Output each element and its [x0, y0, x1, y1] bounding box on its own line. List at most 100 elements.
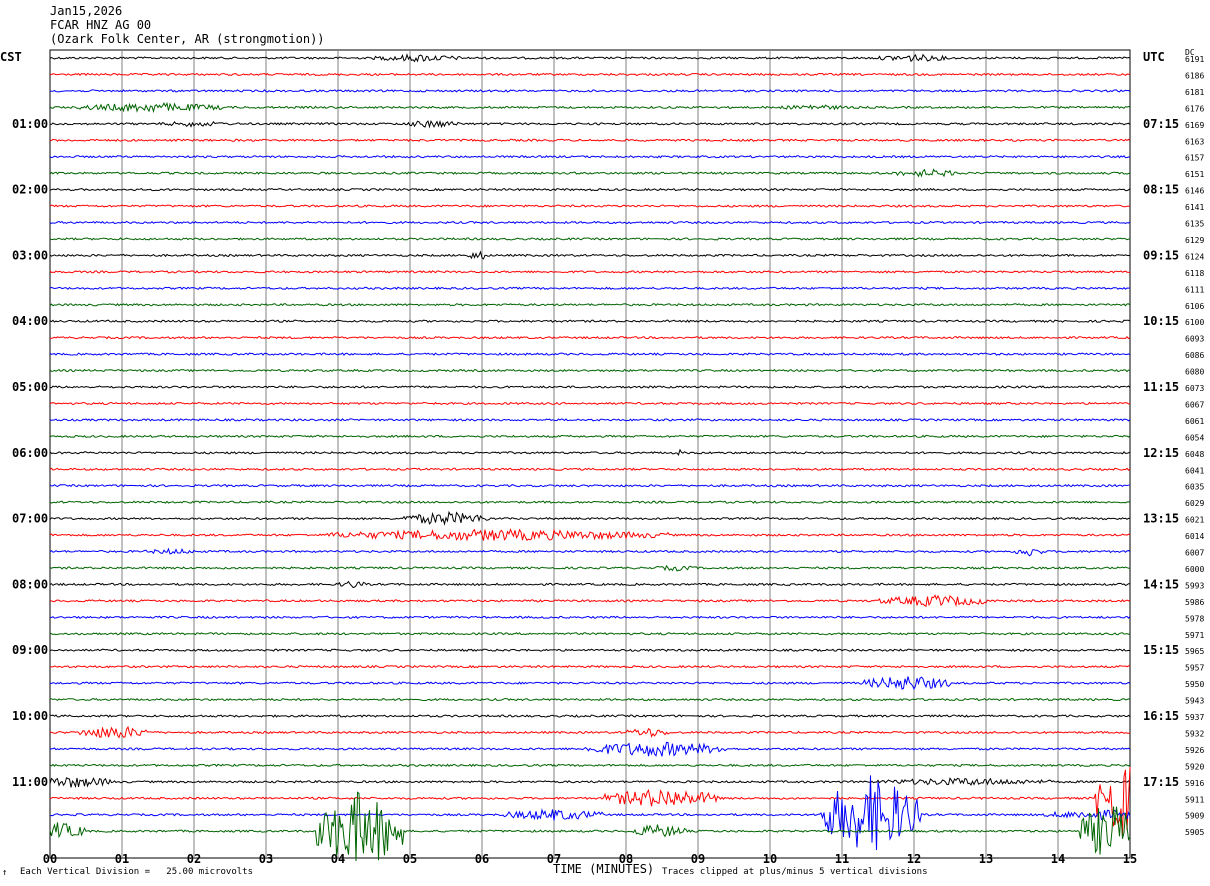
- trace-line: [49, 510, 1131, 526]
- vertical-division-note: Each Vertical Division = 25.00 microvolt…: [20, 867, 253, 877]
- trace-line: [49, 564, 1131, 572]
- dc-value: 6080: [1185, 368, 1204, 377]
- dc-value: 5986: [1185, 598, 1204, 607]
- clip-note: Traces clipped at plus/minus 5 vertical …: [662, 867, 928, 877]
- x-tick-label: 06: [475, 852, 489, 866]
- right-timezone: UTC: [1143, 50, 1165, 64]
- dc-value: 6007: [1185, 549, 1204, 558]
- dc-value: 5965: [1185, 647, 1204, 656]
- dc-value: 6073: [1185, 384, 1204, 393]
- dc-value: 6086: [1185, 351, 1204, 360]
- left-hour-label: 02:00: [12, 183, 48, 197]
- trace-line: [50, 594, 1131, 608]
- dc-value: 5911: [1185, 795, 1204, 804]
- dc-value: 6035: [1185, 483, 1204, 492]
- x-tick-label: 07: [547, 852, 561, 866]
- trace-line: [49, 434, 1131, 439]
- dc-value: 6093: [1185, 335, 1204, 344]
- trace-line: [49, 270, 1131, 274]
- trace-line: [49, 72, 1131, 77]
- x-tick-label: 05: [403, 852, 417, 866]
- dc-value: 6157: [1185, 154, 1204, 163]
- right-hour-label: 10:15: [1143, 314, 1179, 328]
- trace-line: [50, 697, 1131, 702]
- trace-line: [49, 725, 1131, 739]
- dc-value: 5926: [1185, 746, 1204, 755]
- trace-line: [49, 664, 1131, 669]
- left-hour-label: 10:00: [12, 709, 48, 723]
- x-tick-label: 11: [835, 852, 849, 866]
- left-timezone: CST: [0, 50, 22, 64]
- dc-value: 6151: [1185, 170, 1204, 179]
- trace-line: [49, 250, 1131, 260]
- trace-line: [49, 286, 1131, 291]
- trace-line: [49, 500, 1131, 504]
- right-hour-label: 13:15: [1143, 512, 1179, 526]
- right-hour-label: 15:15: [1143, 643, 1179, 657]
- dc-value: 5957: [1185, 664, 1204, 673]
- trace-line: [49, 580, 1131, 588]
- trace-line: [49, 352, 1131, 356]
- x-tick-label: 03: [259, 852, 273, 866]
- x-axis-title: TIME (MINUTES): [553, 862, 655, 876]
- dc-value: 5932: [1185, 729, 1204, 738]
- right-hour-label: 12:15: [1143, 446, 1179, 460]
- location-label: (Ozark Folk Center, AR (strongmotion)): [50, 32, 325, 46]
- dc-value: 5937: [1185, 713, 1204, 722]
- trace-line: [49, 368, 1130, 373]
- trace-line: [49, 547, 1131, 557]
- trace-line: [49, 119, 1131, 129]
- left-hour-label: 05:00: [12, 380, 48, 394]
- trace-line: [49, 448, 1131, 456]
- trace-line: [49, 777, 1131, 789]
- trace-line: [49, 648, 1131, 652]
- trace-line: [49, 791, 1131, 862]
- dc-value: 6041: [1185, 466, 1204, 475]
- station-label: FCAR HNZ AG 00: [50, 18, 152, 32]
- trace-line: [49, 385, 1131, 389]
- dc-value: 5993: [1185, 581, 1204, 590]
- trace-line: [49, 418, 1131, 422]
- trace-line: [49, 187, 1131, 192]
- dc-value: 5920: [1185, 762, 1204, 771]
- trace-line: [49, 303, 1131, 307]
- left-hour-label: 09:00: [12, 643, 48, 657]
- trace-line: [49, 89, 1131, 93]
- dc-value: 6146: [1185, 187, 1204, 196]
- left-hour-label: 06:00: [12, 446, 48, 460]
- dc-value: 6029: [1185, 499, 1204, 508]
- corner-mark: ↑: [2, 868, 8, 878]
- trace-line: [49, 632, 1131, 636]
- x-tick-label: 08: [619, 852, 633, 866]
- plot-frame: [49, 49, 1131, 859]
- trace-line: [49, 615, 1131, 619]
- left-hour-label: 11:00: [12, 775, 48, 789]
- dc-value: 5950: [1185, 680, 1204, 689]
- dc-value: 6169: [1185, 121, 1204, 130]
- dc-value: 5909: [1185, 812, 1204, 821]
- dc-value: 6111: [1185, 285, 1204, 294]
- dc-header: DC: [1185, 48, 1195, 57]
- dc-value: 6014: [1185, 532, 1204, 541]
- x-tick-label: 10: [763, 852, 777, 866]
- dc-value: 5971: [1185, 631, 1204, 640]
- dc-value: 6106: [1185, 302, 1204, 311]
- trace-line: [49, 741, 1131, 757]
- trace-line: [49, 676, 1131, 691]
- trace-line: [49, 528, 1131, 542]
- dc-value: 6129: [1185, 236, 1204, 245]
- dc-value: 6191: [1185, 55, 1204, 64]
- dc-value: 6141: [1185, 203, 1204, 212]
- dc-value: 6000: [1185, 565, 1204, 574]
- dc-value: 6176: [1185, 104, 1204, 113]
- left-hour-label: 03:00: [12, 248, 48, 262]
- trace-line: [49, 763, 1131, 768]
- x-tick-label: 15: [1123, 852, 1137, 866]
- trace-line: [49, 204, 1131, 208]
- dc-value: 5905: [1185, 828, 1204, 837]
- dc-value: 6021: [1185, 516, 1204, 525]
- right-hour-label: 08:15: [1143, 183, 1179, 197]
- x-tick-label: 04: [331, 852, 345, 866]
- trace-line: [49, 53, 1131, 63]
